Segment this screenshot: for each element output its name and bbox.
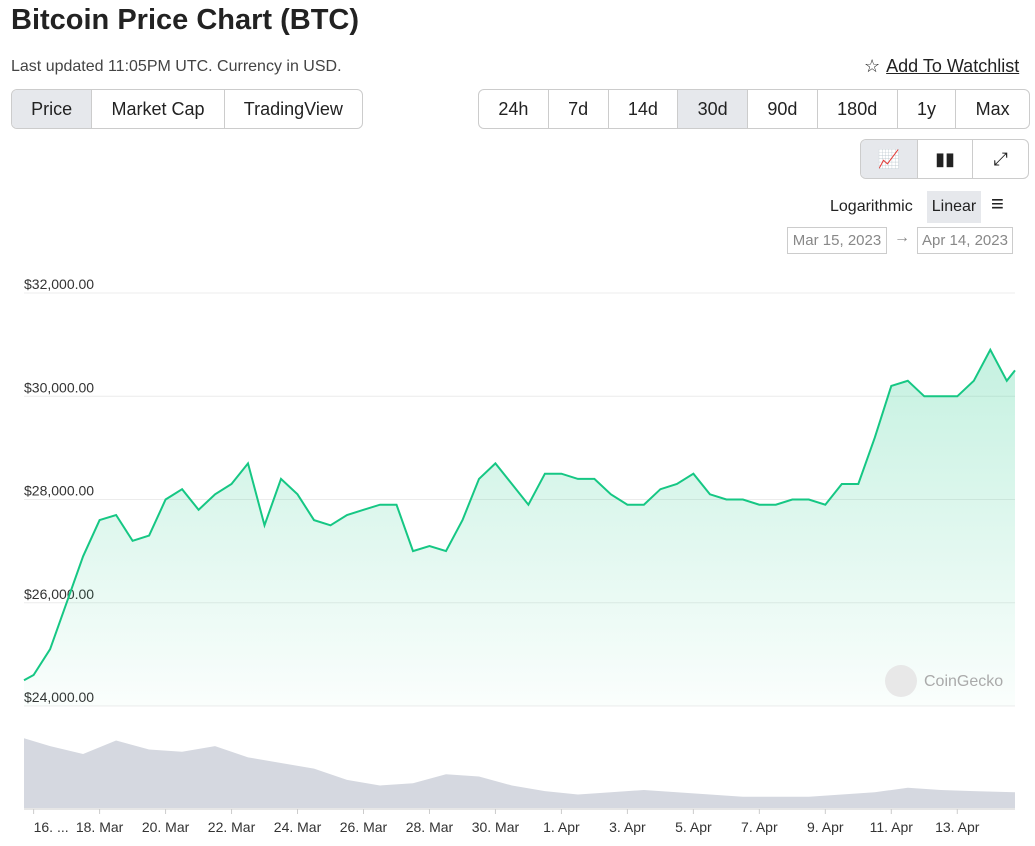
x-tick-label: 16. ... [34,819,69,835]
range-button[interactable]: Max [975,98,1010,119]
volume-area [24,738,1015,808]
range-button[interactable]: 1y [898,90,957,128]
range-button[interactable]: 24h [479,90,549,128]
watermark: CoinGecko [924,673,1003,690]
plot: $24,000.00$26,000.00$28,000.00$30,000.00… [23,276,1016,835]
range-button[interactable]: 7d [549,90,609,128]
x-tick-label: 11. Apr [870,819,914,835]
x-tick-label: 18. Mar [76,819,124,835]
tab-group: Price Market Cap TradingView [11,89,363,129]
x-tick-label: 7. Apr [741,819,778,835]
date-to[interactable]: Apr 14, 2023 [917,227,1013,254]
menu-icon[interactable]: ≡ [991,191,1004,216]
x-tick-label: 9. Apr [807,819,844,835]
log-option[interactable]: Logarithmic [830,198,913,215]
chart-type-group: 📈 ▮▮ ⤢ [860,139,1029,179]
range-button[interactable]: 90d [748,90,818,128]
y-tick-label: $28,000.00 [24,483,94,499]
tab[interactable]: Price [12,90,93,128]
tab[interactable]: TradingView [243,98,343,119]
range-button[interactable]: 30d [678,90,749,128]
candle-icon[interactable]: ▮▮ [918,140,974,178]
x-tick-label: 30. Mar [472,819,520,835]
star-icon: ☆ [864,56,881,76]
x-tick-label: 24. Mar [274,819,322,835]
date-from[interactable]: Mar 15, 2023 [787,227,887,254]
fullscreen-icon[interactable]: ⤢ [993,148,1008,169]
x-tick-label: 3. Apr [609,819,646,835]
x-tick-label: 5. Apr [675,819,712,835]
arrow: → [894,229,910,246]
price-area [24,349,1015,706]
range-button[interactable]: 180d [818,90,898,128]
range-button[interactable]: 14d [609,90,679,128]
x-tick-label: 28. Mar [406,819,454,835]
x-tick-label: 13. Apr [935,819,980,835]
range-group: 24h 7d 14d 30d 90d 180d 1y Max [478,89,1030,129]
watchlist[interactable]: ☆ Add To Watchlist [864,56,1019,77]
x-tick-label: 26. Mar [340,819,388,835]
page-title: Bitcoin Price Chart (BTC) [11,4,360,36]
x-tick-label: 1. Apr [543,819,580,835]
y-tick-label: $30,000.00 [24,379,94,395]
y-tick-label: $32,000.00 [24,276,94,292]
line-icon[interactable]: 📈 [861,140,918,178]
updated-note: Last updated 11:05PM UTC. Currency in US… [11,58,342,75]
linear-option[interactable]: Linear [927,191,981,223]
watermark-logo [885,665,917,697]
tab[interactable]: Market Cap [92,90,225,128]
watchlist-link[interactable]: Add To Watchlist [886,56,1020,76]
x-tick-label: 20. Mar [142,819,190,835]
x-tick-label: 22. Mar [208,819,256,835]
price-line [23,347,1016,682]
